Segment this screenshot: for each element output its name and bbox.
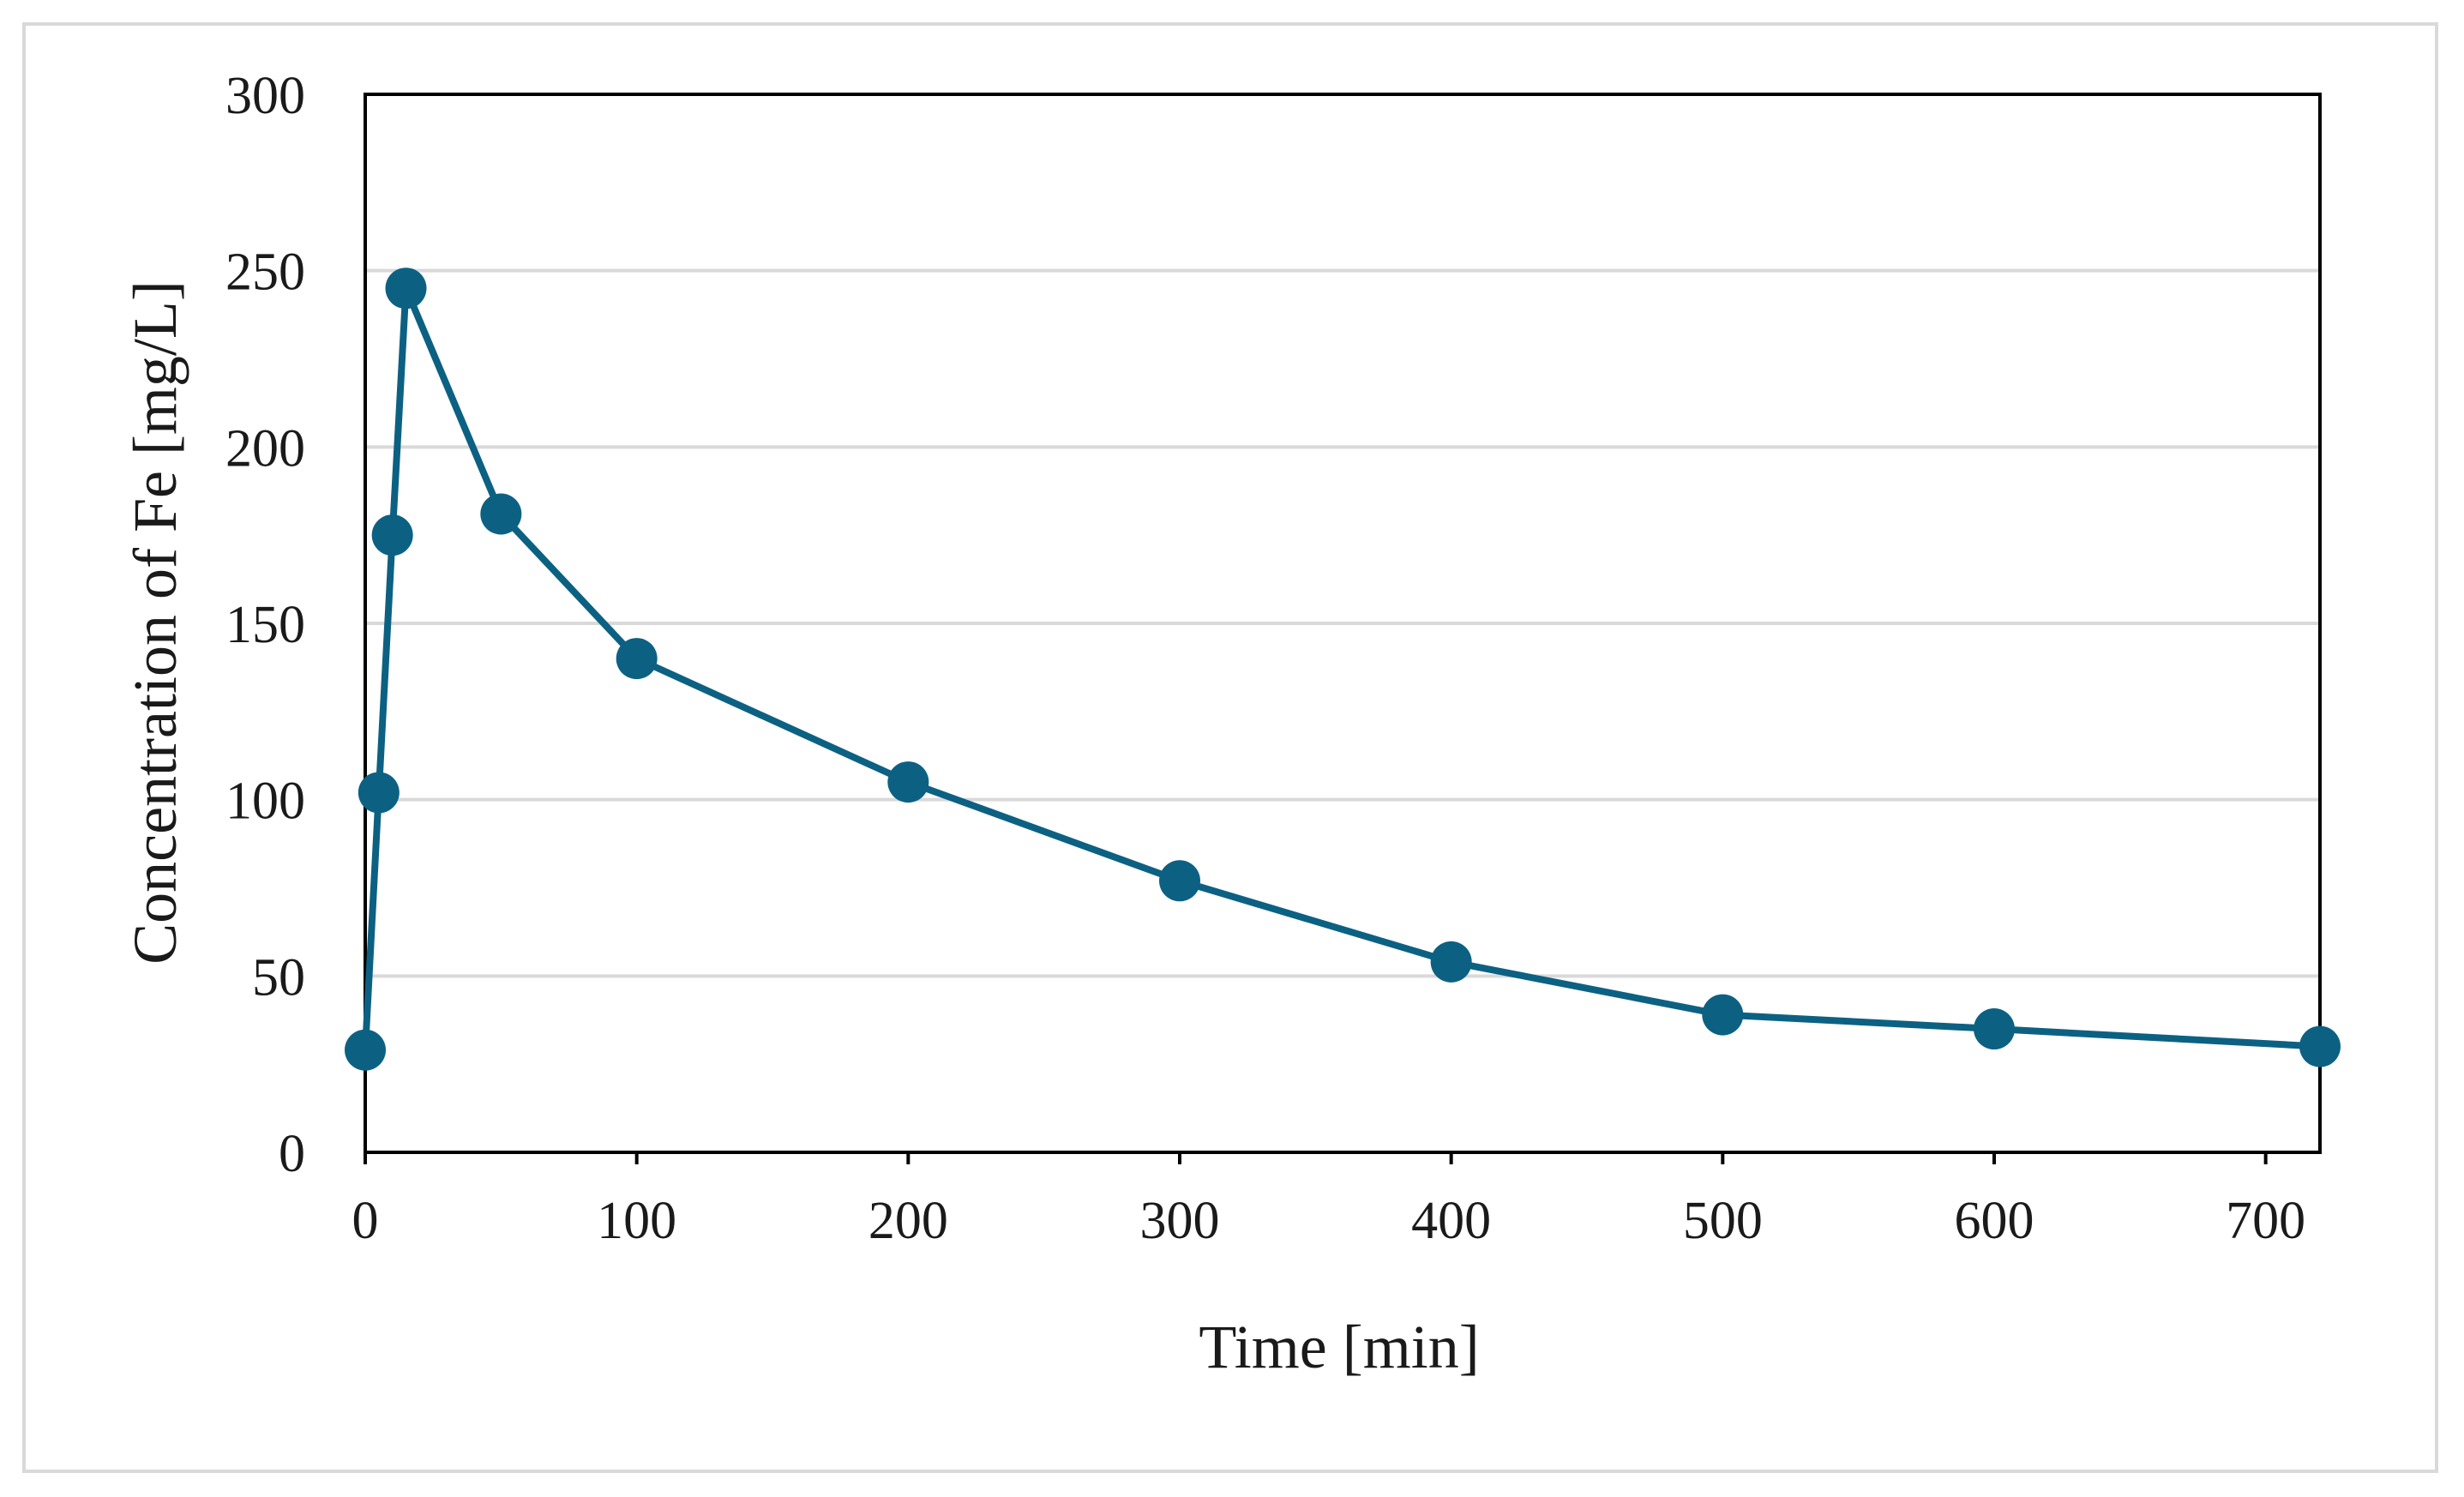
chart-frame: [22, 22, 2438, 1473]
data-point: [345, 1029, 386, 1071]
axes: [364, 93, 2322, 1164]
data-point: [1702, 994, 1744, 1036]
x-tick-labels: 0 100 200 300 400 500 600 700: [352, 1192, 2306, 1250]
data-point: [1159, 860, 1200, 902]
x-tick-label: 400: [1411, 1192, 1491, 1250]
series-line: [362, 285, 2321, 1050]
y-tick-label: 200: [225, 419, 305, 478]
data-point: [480, 493, 522, 535]
y-tick-label: 300: [225, 67, 305, 125]
y-tick-label: 250: [225, 243, 305, 302]
gridlines: [365, 268, 2320, 978]
y-tick-label: 0: [279, 1125, 305, 1183]
x-tick-label: 600: [1955, 1192, 2034, 1250]
x-tick-label: 700: [2226, 1192, 2305, 1250]
x-tick-label: 300: [1140, 1192, 1220, 1250]
x-axis-title: Time [min]: [1199, 1313, 1479, 1381]
plot-area-border: [364, 93, 2322, 1154]
y-tick-labels: 0 50 100 150 200 250 300: [225, 67, 305, 1183]
y-tick-label: 100: [225, 773, 305, 831]
data-point: [1430, 941, 1472, 983]
data-point: [1974, 1008, 2015, 1050]
y-tick-label: 150: [225, 596, 305, 654]
x-tick-label: 100: [597, 1192, 676, 1250]
x-tick-label: 500: [1683, 1192, 1763, 1250]
data-point: [371, 514, 413, 556]
data-point: [616, 638, 658, 680]
y-axis-title: Concentration of Fe [mg/L]: [121, 280, 189, 965]
x-tick-label: 0: [352, 1192, 379, 1250]
data-point: [385, 268, 427, 310]
data-point: [358, 772, 400, 814]
y-tick-label: 50: [252, 948, 305, 1007]
data-point: [2299, 1025, 2341, 1067]
x-tick-label: 200: [868, 1192, 948, 1250]
data-series: [345, 268, 2341, 1071]
data-point: [887, 761, 929, 803]
